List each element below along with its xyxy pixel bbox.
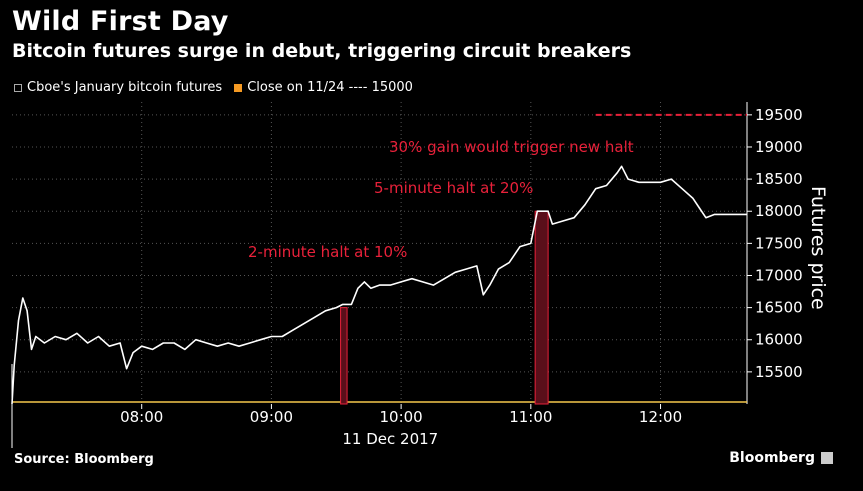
y-tick-label: 16500 [755, 299, 803, 317]
legend-item-futures: Cboe's January bitcoin futures [14, 80, 222, 95]
square-swatch-icon [234, 83, 243, 92]
y-tick-label: 17500 [755, 234, 803, 252]
y-tick-label: 19000 [755, 138, 803, 156]
futures-price-line [11, 165, 747, 405]
line-marker-icon [14, 83, 22, 92]
legend-item-close: Close on 11/24 ---- 15000 [234, 80, 413, 95]
y-tick-label: 17000 [755, 266, 803, 284]
legend-label-close: Close on 11/24 ---- 15000 [247, 80, 413, 95]
annotation-halt-20: 5-minute halt at 20% [374, 179, 533, 197]
x-tick-label: 11:00 [509, 408, 552, 426]
halt-bar [534, 210, 549, 405]
x-tick-label: 10:00 [380, 408, 423, 426]
legend-label-futures: Cboe's January bitcoin futures [27, 80, 223, 95]
x-tick-label: 12:00 [639, 408, 682, 426]
chart-subtitle: Bitcoin futures surge in debut, triggeri… [12, 40, 632, 62]
x-axis-label: 11 Dec 2017 [342, 430, 438, 448]
chart-title: Wild First Day [12, 6, 229, 37]
x-tick-label: 09:00 [250, 408, 293, 426]
y-tick-label: 18500 [755, 170, 803, 188]
y-tick-label: 16000 [755, 331, 803, 349]
bloomberg-icon [821, 452, 833, 464]
y-tick-label: 15500 [755, 363, 803, 381]
y-axis-title: Futures price [807, 186, 829, 310]
y-tick-label: 18000 [755, 202, 803, 220]
legend: Cboe's January bitcoin futures Close on … [14, 80, 425, 95]
halt-bar [340, 307, 348, 405]
brand-logo: Bloomberg [729, 450, 833, 466]
x-tick-label: 08:00 [120, 408, 163, 426]
source-note: Source: Bloomberg [14, 452, 154, 467]
brand-label: Bloomberg [729, 450, 815, 466]
annotation-threshold: 30% gain would trigger new halt [389, 138, 634, 156]
annotation-halt-10: 2-minute halt at 10% [248, 243, 407, 261]
y-tick-label: 19500 [755, 106, 803, 124]
